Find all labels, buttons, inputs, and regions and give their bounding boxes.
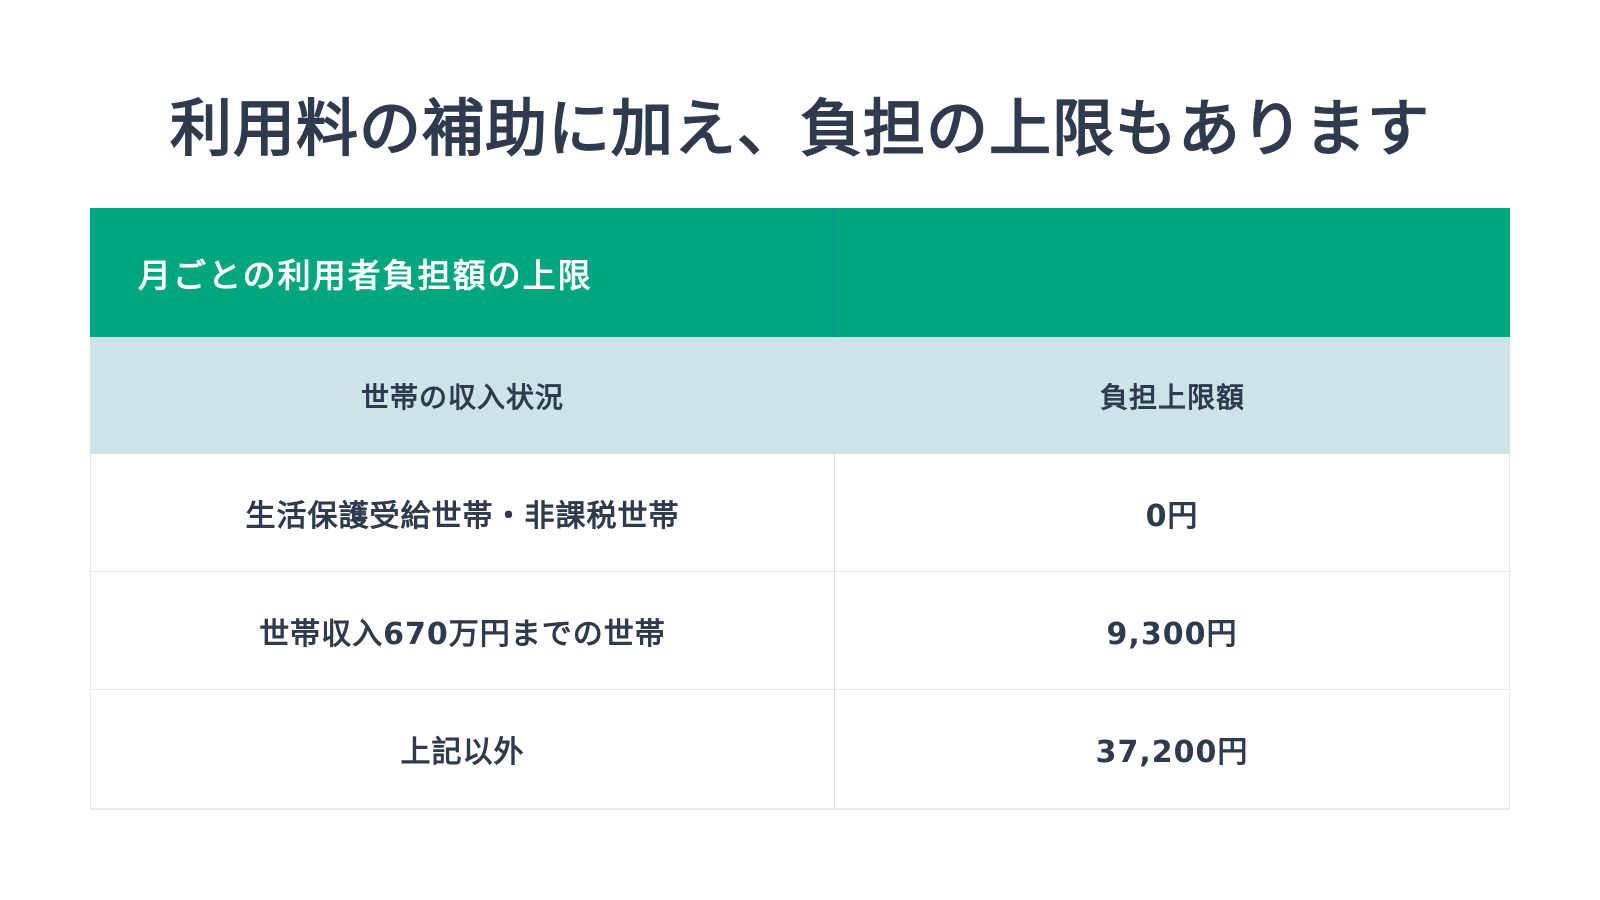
cap-cell: 37,200円 — [1095, 735, 1249, 770]
income-cell: 上記以外 — [91, 690, 835, 808]
table-row: 生活保護受給世帯・非課税世帯 0円 — [91, 454, 1509, 572]
income-cell: 世帯収入670万円までの世帯 — [91, 572, 835, 689]
cap-cell: 0円 — [1145, 498, 1199, 534]
table-body: 生活保護受給世帯・非課税世帯 0円 世帯収入670万円までの世帯 9,300円 … — [90, 454, 1510, 810]
column-header-cap: 負担上限額 — [1099, 380, 1245, 414]
table-header-title-cell: 月ごとの利用者負担額の上限 — [90, 208, 835, 337]
page-title: 利用料の補助に加え、負担の上限もあります — [169, 92, 1430, 165]
table-header-row: 月ごとの利用者負担額の上限 — [90, 208, 1510, 337]
table-header-empty-cell — [835, 208, 1510, 337]
fee-cap-table: 月ごとの利用者負担額の上限 世帯の収入状況 負担上限額 生活保護受給世帯・非課税… — [90, 208, 1510, 810]
cap-cell: 9,300円 — [1106, 616, 1238, 652]
income-cell: 生活保護受給世帯・非課税世帯 — [91, 454, 835, 571]
column-header-income: 世帯の収入状況 — [360, 380, 564, 414]
column-header-row: 世帯の収入状況 負担上限額 — [90, 337, 1510, 454]
table-row: 上記以外 37,200円 — [91, 690, 1509, 808]
table-row: 世帯収入670万円までの世帯 9,300円 — [91, 572, 1509, 690]
